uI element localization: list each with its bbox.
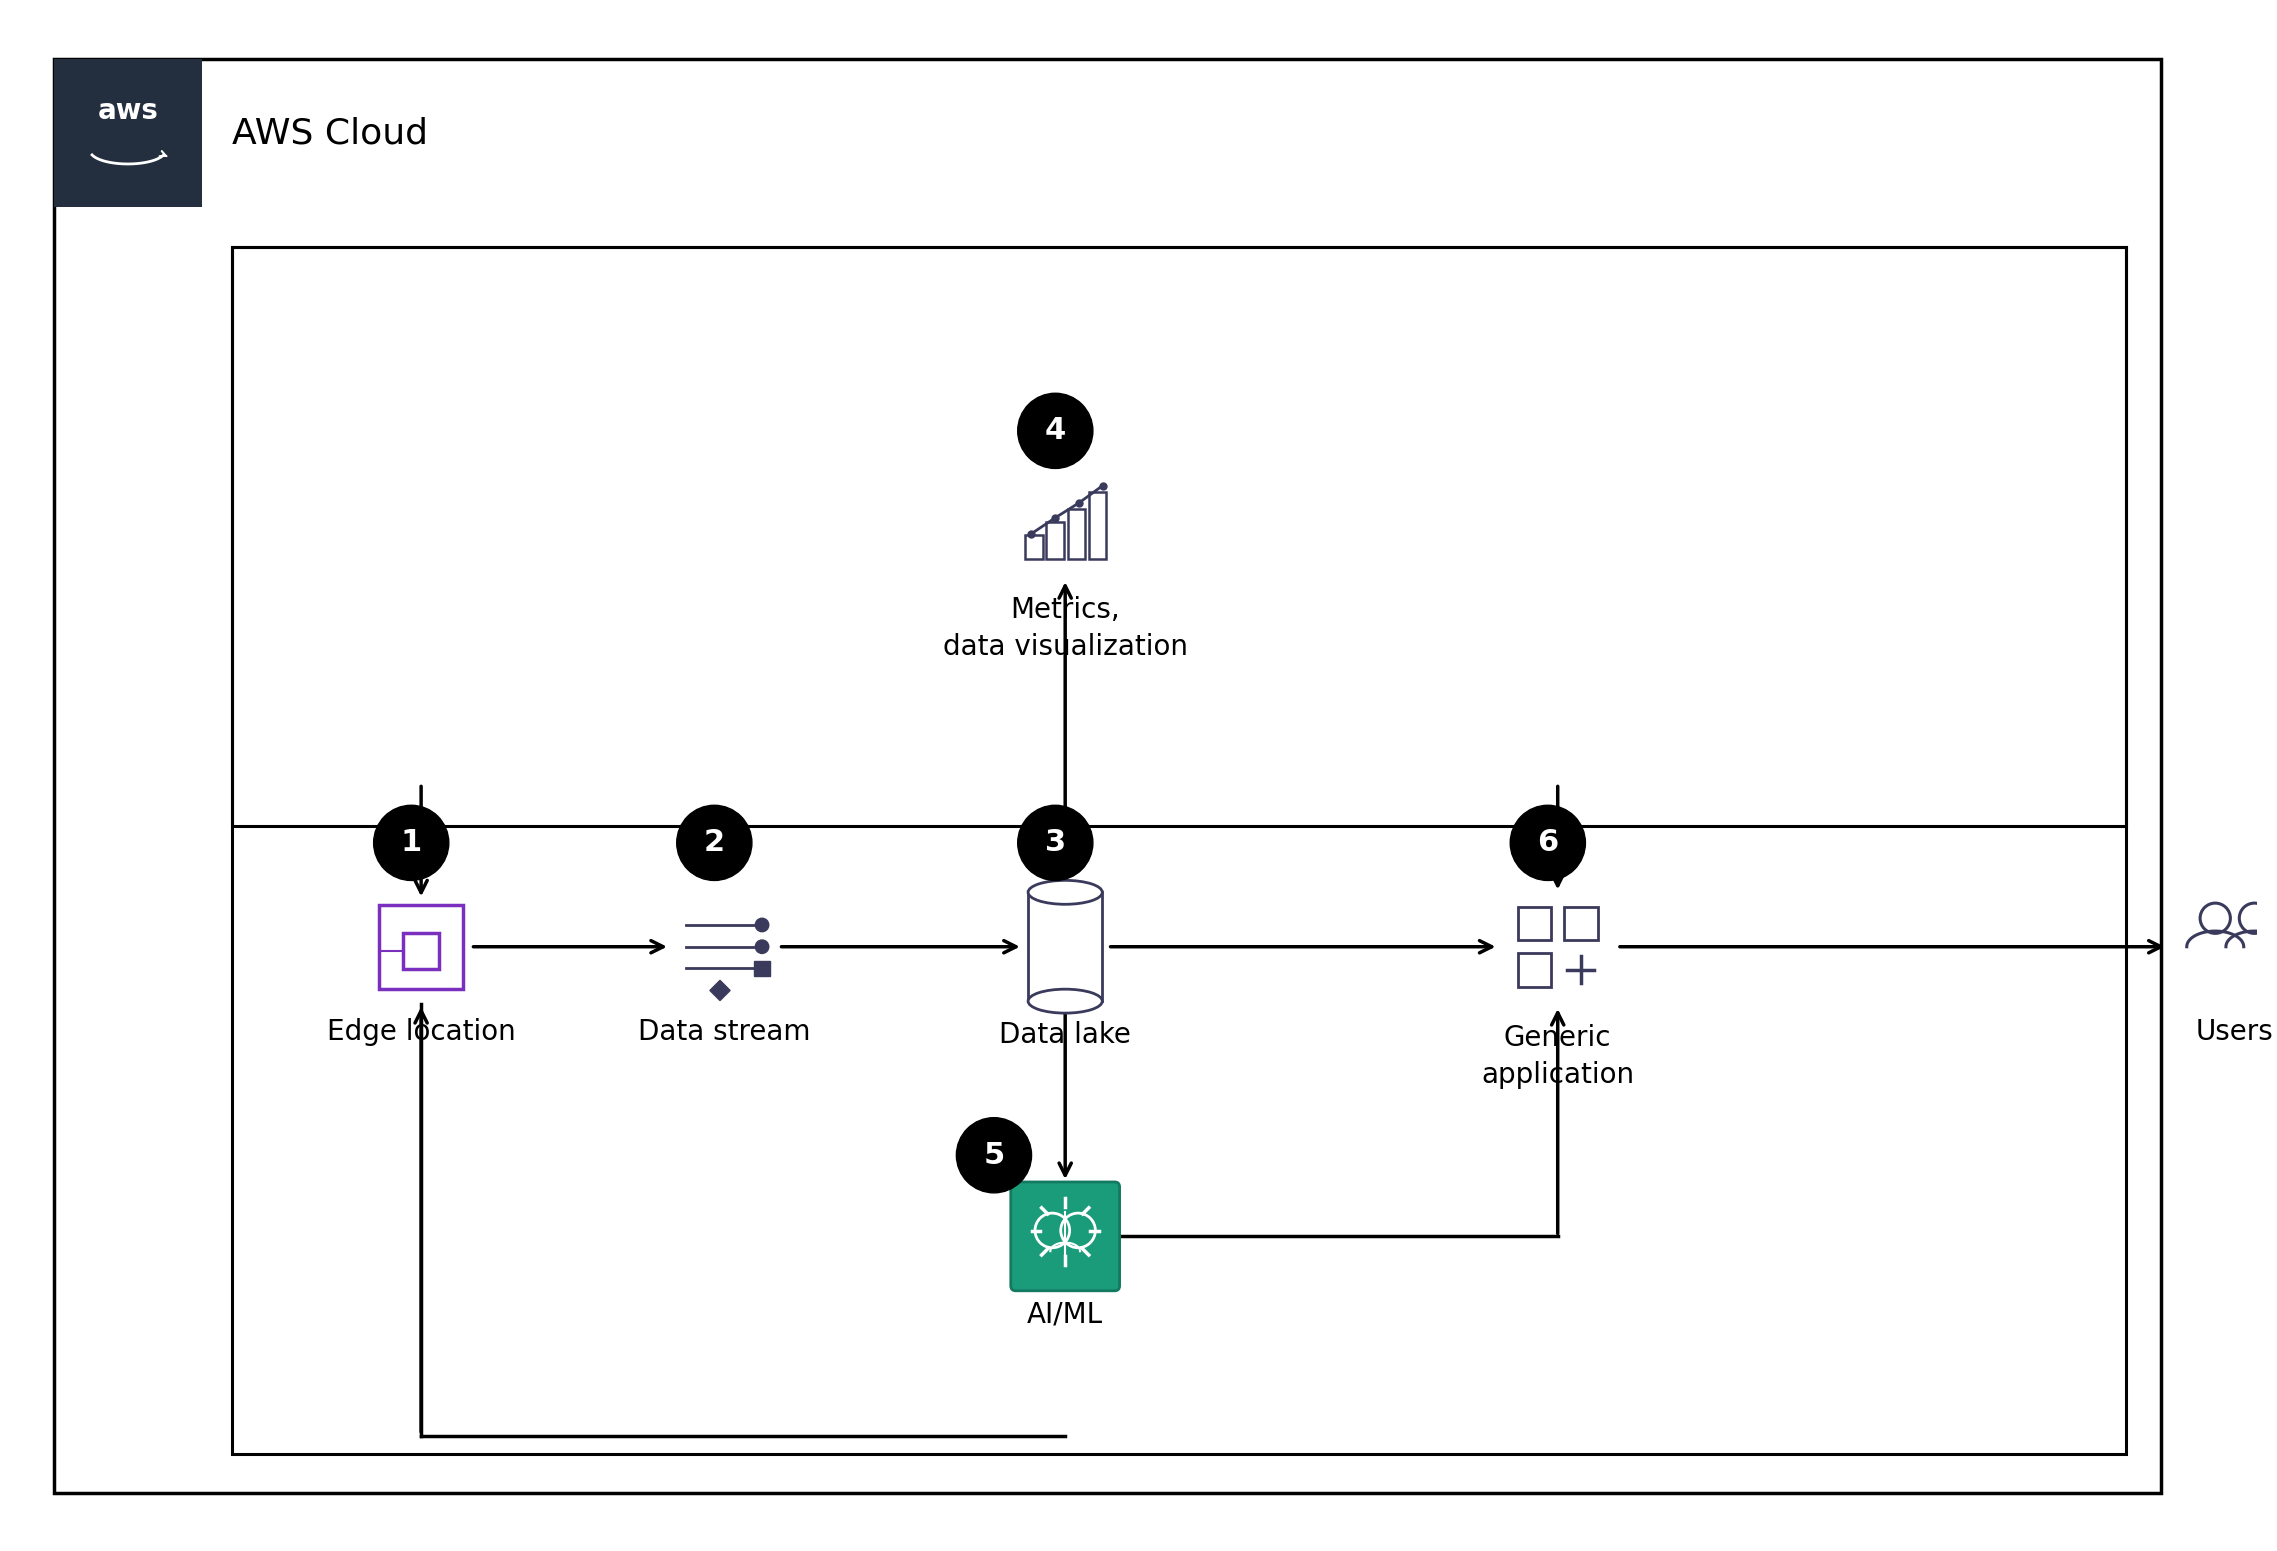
Circle shape	[956, 1118, 1031, 1193]
Text: Edge location: Edge location	[326, 1017, 515, 1045]
FancyBboxPatch shape	[1011, 1182, 1120, 1290]
Circle shape	[373, 805, 449, 881]
Bar	[55, 59, 203, 208]
Text: 6: 6	[1537, 828, 1557, 858]
Text: 3: 3	[1045, 828, 1066, 858]
Text: 1: 1	[401, 828, 421, 858]
Text: Users: Users	[2195, 1017, 2275, 1045]
Text: Data stream: Data stream	[638, 1017, 811, 1045]
Text: Metrics,
data visualization: Metrics, data visualization	[943, 596, 1189, 661]
Circle shape	[1510, 805, 1585, 881]
Bar	[232, 247, 2127, 827]
Bar	[1088, 492, 1107, 558]
Text: AI/ML: AI/ML	[1027, 1301, 1104, 1329]
Bar	[1025, 535, 1043, 558]
Bar	[1068, 509, 1086, 558]
Bar	[403, 934, 439, 968]
Bar	[378, 904, 462, 990]
Bar	[1564, 907, 1598, 940]
Bar	[1047, 523, 1063, 558]
Ellipse shape	[1029, 990, 1102, 1013]
Bar	[754, 962, 770, 976]
Circle shape	[756, 940, 770, 954]
Bar	[1519, 952, 1551, 986]
Text: Generic
application: Generic application	[1480, 1024, 1635, 1089]
Bar	[232, 247, 2127, 1453]
Text: aws: aws	[98, 96, 159, 124]
Text: 2: 2	[704, 828, 724, 858]
Circle shape	[1018, 394, 1093, 468]
Bar	[1519, 907, 1551, 940]
Circle shape	[1018, 805, 1093, 881]
Text: 4: 4	[1045, 416, 1066, 445]
Circle shape	[756, 918, 770, 932]
Text: 5: 5	[984, 1140, 1004, 1169]
Text: AWS Cloud: AWS Cloud	[232, 116, 428, 150]
Text: Data lake: Data lake	[1000, 1021, 1132, 1048]
Polygon shape	[710, 980, 731, 1000]
Circle shape	[676, 805, 751, 881]
Ellipse shape	[1029, 881, 1102, 904]
